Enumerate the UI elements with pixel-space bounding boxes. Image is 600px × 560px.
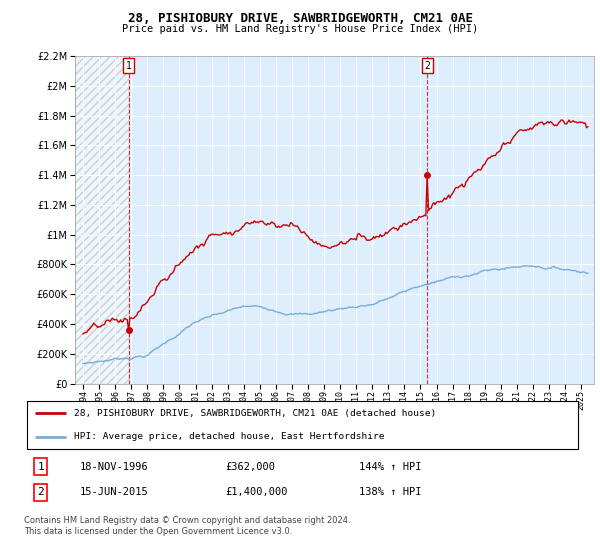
Text: HPI: Average price, detached house, East Hertfordshire: HPI: Average price, detached house, East… xyxy=(74,432,385,441)
Text: 1: 1 xyxy=(37,461,44,472)
Text: Contains HM Land Registry data © Crown copyright and database right 2024.
This d: Contains HM Land Registry data © Crown c… xyxy=(24,516,350,536)
Text: 28, PISHIOBURY DRIVE, SAWBRIDGEWORTH, CM21 0AE (detached house): 28, PISHIOBURY DRIVE, SAWBRIDGEWORTH, CM… xyxy=(74,409,436,418)
Text: 138% ↑ HPI: 138% ↑ HPI xyxy=(359,487,421,497)
Text: 18-NOV-1996: 18-NOV-1996 xyxy=(80,461,149,472)
Text: 15-JUN-2015: 15-JUN-2015 xyxy=(80,487,149,497)
Text: 2: 2 xyxy=(424,61,430,71)
Text: Price paid vs. HM Land Registry's House Price Index (HPI): Price paid vs. HM Land Registry's House … xyxy=(122,24,478,34)
Bar xyxy=(75,56,128,384)
Text: £1,400,000: £1,400,000 xyxy=(225,487,287,497)
FancyBboxPatch shape xyxy=(27,401,578,449)
Text: 1: 1 xyxy=(125,61,131,71)
Text: £362,000: £362,000 xyxy=(225,461,275,472)
Text: 144% ↑ HPI: 144% ↑ HPI xyxy=(359,461,421,472)
Text: 2: 2 xyxy=(37,487,44,497)
Text: 28, PISHIOBURY DRIVE, SAWBRIDGEWORTH, CM21 0AE: 28, PISHIOBURY DRIVE, SAWBRIDGEWORTH, CM… xyxy=(128,12,473,25)
